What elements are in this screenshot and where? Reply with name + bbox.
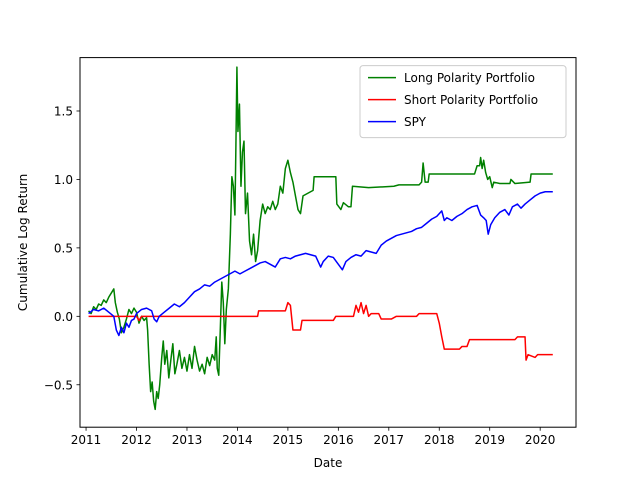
x-tick-label: 2019 — [474, 433, 505, 447]
x-tick-label: 2015 — [273, 433, 304, 447]
y-tick-label: −0.5 — [44, 378, 73, 392]
series-layer — [88, 66, 553, 411]
legend: Long Polarity Portfolio Short Polarity Po… — [359, 65, 567, 139]
y-tick-label: 0.0 — [54, 310, 73, 324]
series-line-1 — [88, 301, 553, 361]
legend-label-2: SPY — [404, 115, 427, 129]
y-tick-label: 0.5 — [54, 241, 73, 255]
legend-label-0: Long Polarity Portfolio — [404, 71, 535, 85]
x-tick-label: 2011 — [71, 433, 102, 447]
y-tick-label: 1.5 — [54, 104, 73, 118]
x-tick-label: 2016 — [323, 433, 354, 447]
y-tick-label: 1.0 — [54, 173, 73, 187]
x-axis-label: Date — [314, 456, 343, 470]
series-line-2 — [88, 191, 553, 337]
x-axis: 2011 2012 2013 2014 2015 2016 2017 2018 2019 2020 — [71, 427, 556, 447]
x-tick-label: 2020 — [525, 433, 556, 447]
series-line-0 — [88, 66, 553, 411]
legend-box — [359, 65, 567, 139]
x-tick-label: 2013 — [172, 433, 203, 447]
x-tick-label: 2017 — [374, 433, 405, 447]
x-tick-label: 2012 — [121, 433, 152, 447]
y-axis: −0.5 0.0 0.5 1.0 1.5 — [44, 104, 80, 392]
plot-area-frame — [79, 57, 577, 428]
y-axis-label: Cumulative Log Return — [16, 174, 30, 311]
x-tick-label: 2014 — [222, 433, 253, 447]
legend-label-1: Short Polarity Portfolio — [404, 93, 538, 107]
x-tick-label: 2018 — [424, 433, 455, 447]
